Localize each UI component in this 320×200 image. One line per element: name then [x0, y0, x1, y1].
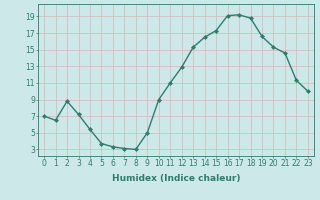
X-axis label: Humidex (Indice chaleur): Humidex (Indice chaleur) — [112, 174, 240, 183]
